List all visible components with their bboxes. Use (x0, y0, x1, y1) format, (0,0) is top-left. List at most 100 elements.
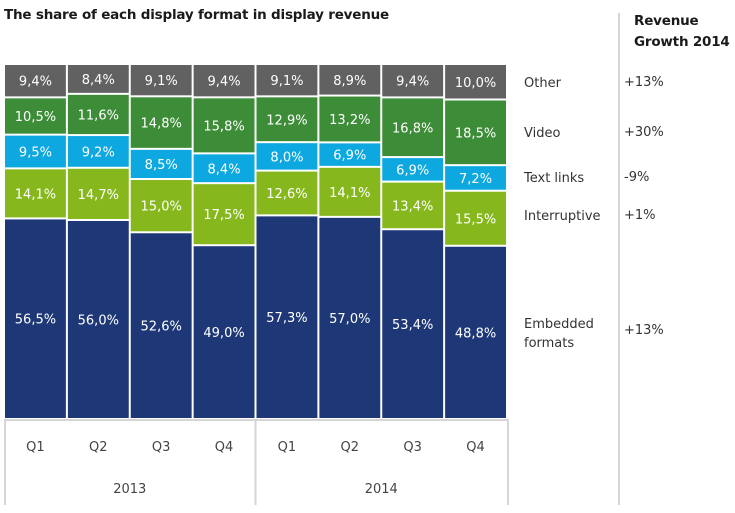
data-label: 9,1% (145, 74, 178, 89)
data-label: 8,5% (145, 158, 178, 173)
data-label: 9,4% (208, 75, 241, 90)
bar-segment-other (193, 65, 255, 97)
growth-column-divider (618, 13, 620, 505)
data-label: 13,2% (329, 113, 370, 128)
x-axis: Q1 Q2 Q3 Q4 Q1 Q2 Q3 Q4 2013 2014 (4, 419, 509, 505)
data-label: 56,0% (78, 314, 119, 329)
bar-segment-text-links (193, 154, 255, 183)
data-label: 6,9% (396, 163, 429, 178)
bar-segment-text-links (5, 135, 66, 168)
bar-segment-text-links (382, 158, 444, 181)
data-label: 16,8% (392, 121, 433, 136)
bar-segment-embedded-formats (67, 221, 129, 418)
data-label: 17,5% (203, 208, 244, 223)
growth-value-interruptive: +1% (624, 208, 656, 223)
data-label: 18,5% (455, 126, 496, 141)
bar-segment-other (382, 65, 444, 97)
legend-embedded-line2: formats (524, 336, 575, 351)
data-label: 57,3% (266, 311, 307, 326)
legend-item-embedded-formats: Embedded formats (524, 315, 594, 353)
bar-segment-text-links (67, 136, 129, 167)
bar-segment-embedded-formats (445, 246, 507, 418)
bar-segment-other (319, 65, 381, 95)
data-label: 11,6% (78, 108, 119, 123)
bar-segment-video (319, 96, 381, 142)
chart-title: The share of each display format in disp… (4, 7, 390, 23)
bar-segment-embedded-formats (193, 246, 255, 418)
data-label: 53,4% (392, 318, 433, 333)
bar-segment-embedded-formats (256, 216, 318, 418)
data-label: 9,5% (19, 146, 52, 161)
bar-segment-interruptive (256, 171, 318, 215)
growth-value-text-links: -9% (624, 170, 650, 185)
x-tick-label: Q4 (466, 440, 485, 455)
data-label: 8,0% (270, 150, 303, 165)
bar-segment-video (193, 98, 255, 153)
data-label: 15,8% (203, 119, 244, 134)
x-tick-label: Q2 (89, 440, 108, 455)
data-label: 7,2% (459, 172, 492, 187)
bar-segment-other (445, 65, 507, 99)
bar-segment-other (130, 65, 192, 96)
bar-segment-embedded-formats (130, 233, 192, 418)
x-tick-label: Q3 (152, 440, 171, 455)
data-label: 12,9% (266, 113, 307, 128)
legend-item-other: Other (524, 76, 561, 91)
data-label: 8,4% (82, 73, 115, 88)
bar-segment-video (256, 97, 318, 142)
bar-segment-other (5, 65, 66, 97)
bar-segment-text-links (319, 143, 381, 166)
bars-layer: 56,5% 14,1% 9,5% 10,5% 9,4% 56,0% 14,7% 9,2% 11,… (5, 65, 507, 418)
data-label: 13,4% (392, 199, 433, 214)
legend-item-interruptive: Interruptive (524, 209, 601, 224)
data-label: 14,7% (78, 188, 119, 203)
bar-segment-video (382, 98, 444, 157)
bar-segment-video (5, 98, 66, 134)
data-label: 57,0% (329, 312, 370, 327)
x-tick-label: Q2 (341, 440, 360, 455)
data-label: 10,5% (15, 110, 56, 125)
data-label: 9,1% (270, 74, 303, 89)
bar-segment-text-links (256, 143, 318, 170)
data-label: 15,5% (455, 212, 496, 227)
revenue-growth-header: Revenue Growth 2014 (634, 11, 730, 53)
x-group-label: 2013 (113, 482, 146, 497)
data-label: 49,0% (203, 326, 244, 341)
bar-segment-interruptive (319, 167, 381, 216)
x-tick-label: Q3 (403, 440, 422, 455)
data-label: 9,4% (19, 75, 52, 90)
bar-segment-embedded-formats (319, 217, 381, 418)
bar-segment-other (256, 65, 318, 96)
bar-segment-video (445, 100, 507, 165)
bar-segment-interruptive (382, 182, 444, 229)
bar-segment-text-links (445, 166, 507, 190)
data-label: 14,1% (15, 187, 56, 202)
bar-segment-video (67, 94, 129, 135)
bar-segment-text-links (130, 149, 192, 179)
growth-value-video: +30% (624, 125, 664, 140)
data-label: 9,2% (82, 145, 115, 160)
x-tick-label: Q4 (215, 440, 234, 455)
revenue-growth-header-line2: Growth 2014 (634, 34, 730, 50)
data-label: 14,1% (329, 186, 370, 201)
bar-segment-interruptive (130, 180, 192, 232)
data-label: 9,4% (396, 75, 429, 90)
data-label: 15,0% (141, 200, 182, 215)
data-label: 52,6% (141, 320, 182, 335)
revenue-growth-header-line1: Revenue (634, 13, 699, 29)
bar-segment-interruptive (193, 184, 255, 245)
legend-item-video: Video (524, 126, 561, 141)
x-tick-label: Q1 (278, 440, 297, 455)
data-label: 10,0% (455, 76, 496, 91)
data-label: 14,8% (141, 117, 182, 132)
bar-segment-interruptive (67, 168, 129, 219)
bar-segment-video (130, 97, 192, 148)
bar-segment-other (67, 65, 129, 93)
bar-segment-embedded-formats (5, 219, 66, 418)
legend-item-text-links: Text links (524, 171, 585, 186)
bar-segment-interruptive (445, 191, 507, 245)
data-label: 8,9% (333, 74, 366, 89)
data-label: 56,5% (15, 313, 56, 328)
x-group-label: 2014 (365, 482, 398, 497)
